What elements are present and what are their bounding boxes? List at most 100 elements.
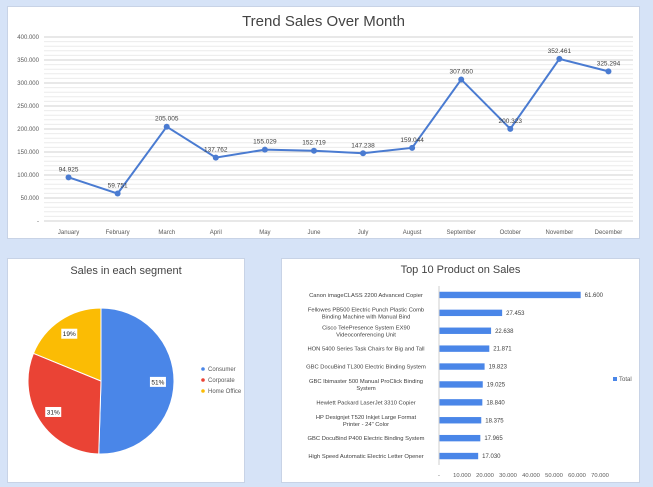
- category-label: HON 5400 Series Task Chairs for Big and …: [307, 347, 424, 353]
- slice-label: 31%: [47, 409, 60, 416]
- data-label: 137.762: [204, 147, 228, 154]
- bar-chart-panel: Top 10 Product on Sales Canon imageCLASS…: [281, 258, 640, 483]
- data-point: [163, 123, 170, 130]
- slice-label-box: [149, 376, 166, 387]
- bar-chart-title: Top 10 Product on Sales: [400, 264, 521, 276]
- data-label: 94.925: [59, 166, 79, 173]
- slice-label: 19%: [63, 331, 76, 338]
- pie-slice: [27, 352, 102, 455]
- data-label: 205.005: [155, 116, 179, 123]
- category-label: Fellowes PB500 Electric Punch Plastic Co…: [308, 307, 424, 313]
- data-label: 21.871: [493, 347, 512, 353]
- data-label: 18.840: [486, 400, 505, 406]
- pie-chart-svg: 51% 31% 19% Consumer Corporate Home Office: [27, 307, 242, 455]
- x-tick-label: June: [307, 230, 321, 236]
- category-label: Cisco TelePresence System EX90: [322, 325, 410, 331]
- data-label: 325.294: [597, 60, 621, 67]
- category-label: System: [356, 386, 375, 392]
- y-tick-label: 100.000: [17, 173, 39, 179]
- bar: [439, 417, 482, 424]
- data-point: [114, 190, 121, 197]
- data-label: 352.461: [548, 48, 572, 55]
- bar: [439, 434, 481, 442]
- bar: [439, 399, 483, 406]
- bar: [439, 291, 581, 299]
- line-chart-panel: Trend Sales Over Month 400.000 350.000 300…: [7, 6, 640, 239]
- category-label: Videoconferencing Unit: [336, 332, 396, 338]
- category-label: Hewlett Packard LaserJet 3310 Copier: [316, 400, 415, 406]
- series-line: [68, 57, 609, 195]
- slice-label-box: [45, 406, 62, 417]
- bar: [439, 363, 485, 370]
- x-tick-label: December: [595, 230, 623, 236]
- x-tick-label: May: [259, 230, 270, 236]
- legend-marker: [201, 378, 205, 382]
- data-point: [605, 68, 612, 75]
- x-tick-label: September: [447, 230, 476, 236]
- data-label: 59.751: [108, 183, 128, 190]
- data-point: [507, 125, 514, 132]
- legend-label: Corporate: [208, 378, 235, 384]
- data-point: [360, 150, 367, 157]
- data-label: 147.238: [351, 142, 375, 149]
- data-label: 19.823: [489, 365, 508, 371]
- x-tick-label: 10.000: [453, 473, 471, 479]
- x-tick-label: October: [500, 230, 521, 236]
- x-tick-label: November: [546, 230, 574, 236]
- legend-marker: [201, 389, 205, 393]
- x-tick-label: 60.000: [568, 473, 586, 479]
- line-chart-title: Trend Sales Over Month: [242, 13, 405, 30]
- category-label: GBC DocuBind P400 Electric Binding Syste…: [308, 436, 425, 442]
- y-tick-label: 350.000: [17, 58, 39, 64]
- pie-chart-panel: Sales in each segment 51% 31% 19% Consumer C…: [7, 258, 245, 483]
- x-tick-label: 70.000: [591, 473, 609, 479]
- data-label: 27.453: [506, 311, 525, 317]
- data-label: 22.638: [495, 329, 514, 335]
- slice-label-box: [61, 328, 78, 339]
- legend-marker: [201, 367, 205, 371]
- bar: [439, 309, 503, 317]
- x-tick-label: 50.000: [545, 473, 563, 479]
- x-tick-label: 30.000: [499, 473, 517, 479]
- category-label: HP Designjet T520 Inkjet Large Format: [316, 415, 417, 421]
- line-chart-svg: 400.000 350.000 300.000 250.000 200.000 150.0…: [17, 35, 633, 236]
- pie-chart-title: Sales in each segment: [70, 265, 182, 277]
- y-tick-label: -: [37, 219, 39, 225]
- data-point: [65, 174, 72, 181]
- data-label: 307.650: [449, 68, 473, 75]
- category-label: GBC Ibimaster 500 Manual ProClick Bindin…: [309, 379, 423, 385]
- bar: [439, 381, 483, 388]
- pie-slice: [32, 307, 102, 382]
- data-label: 17.965: [484, 436, 503, 442]
- data-point: [458, 76, 465, 83]
- legend-label: Home Office: [208, 389, 242, 395]
- bar: [439, 452, 479, 460]
- legend-label: Total: [619, 377, 632, 383]
- data-label: 61.600: [585, 293, 604, 299]
- data-label: 159.044: [400, 137, 424, 144]
- data-label: 18.375: [485, 418, 504, 424]
- y-tick-label: 150.000: [17, 150, 39, 156]
- x-tick-label: April: [210, 230, 222, 236]
- x-tick-label: July: [358, 230, 369, 236]
- category-label: High Speed Automatic Electric Letter Ope…: [308, 454, 423, 460]
- data-label: 17.030: [482, 454, 501, 460]
- x-tick-label: August: [403, 230, 422, 236]
- x-tick-label: -: [438, 473, 440, 479]
- data-point: [556, 55, 563, 62]
- y-tick-label: 300.000: [17, 81, 39, 87]
- data-point: [310, 147, 317, 154]
- x-tick-label: January: [58, 230, 79, 236]
- category-label: Canon imageCLASS 2200 Advanced Copier: [309, 293, 423, 299]
- slice-label: 51%: [151, 379, 164, 386]
- x-tick-label: February: [106, 230, 130, 236]
- bar: [439, 345, 490, 352]
- y-tick-label: 250.000: [17, 104, 39, 110]
- y-tick-label: 200.000: [17, 127, 39, 133]
- x-tick-label: March: [158, 230, 175, 236]
- y-tick-label: 400.000: [17, 35, 39, 41]
- y-tick-label: 50.000: [21, 196, 40, 202]
- pie-slice: [98, 307, 175, 455]
- category-label: Binding Machine with Manual Bind: [322, 314, 411, 320]
- category-label: Printer - 24" Color: [343, 422, 389, 428]
